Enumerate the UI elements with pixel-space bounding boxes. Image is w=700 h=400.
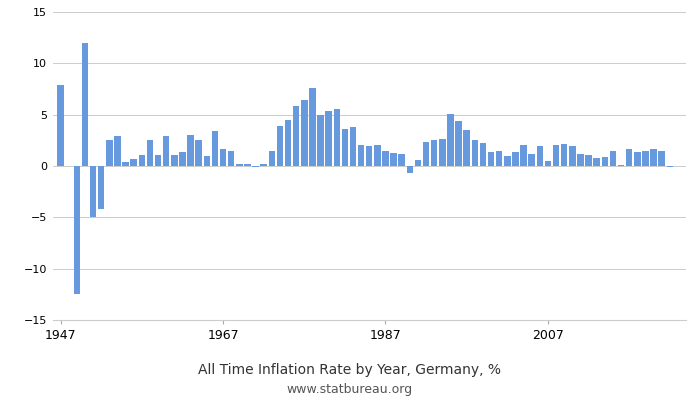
Bar bbox=[618, 165, 624, 166]
Bar bbox=[553, 146, 559, 166]
Bar bbox=[585, 155, 591, 166]
Bar bbox=[659, 150, 665, 166]
Bar bbox=[398, 154, 405, 166]
Bar bbox=[171, 155, 178, 166]
Bar bbox=[520, 146, 527, 166]
Bar bbox=[561, 144, 568, 166]
Bar bbox=[220, 148, 226, 166]
Bar bbox=[228, 150, 235, 166]
Bar bbox=[163, 136, 169, 166]
Bar bbox=[114, 136, 120, 166]
Bar bbox=[74, 166, 80, 294]
Bar bbox=[537, 146, 543, 166]
Bar bbox=[374, 146, 381, 166]
Bar bbox=[57, 85, 64, 166]
Bar bbox=[358, 146, 365, 166]
Bar bbox=[439, 139, 446, 166]
Bar bbox=[626, 148, 632, 166]
Bar bbox=[512, 152, 519, 166]
Bar bbox=[601, 157, 608, 166]
Bar bbox=[666, 166, 673, 167]
Bar bbox=[326, 110, 332, 166]
Bar bbox=[545, 161, 551, 166]
Bar bbox=[260, 164, 267, 166]
Bar bbox=[244, 164, 251, 166]
Bar bbox=[504, 156, 510, 166]
Bar bbox=[423, 142, 429, 166]
Bar bbox=[342, 129, 348, 166]
Bar bbox=[147, 140, 153, 166]
Bar bbox=[414, 160, 421, 166]
Bar bbox=[480, 144, 486, 166]
Bar bbox=[252, 166, 259, 167]
Bar bbox=[455, 121, 462, 166]
Bar bbox=[293, 106, 300, 166]
Bar bbox=[634, 152, 640, 166]
Bar bbox=[122, 162, 129, 166]
Bar bbox=[90, 166, 97, 217]
Bar bbox=[211, 131, 218, 166]
Bar bbox=[309, 88, 316, 166]
Bar bbox=[594, 158, 600, 166]
Bar bbox=[106, 140, 113, 166]
Bar bbox=[463, 130, 470, 166]
Bar bbox=[642, 150, 649, 166]
Bar bbox=[610, 150, 616, 166]
Bar bbox=[195, 140, 202, 166]
Bar bbox=[366, 146, 372, 166]
Bar bbox=[301, 100, 307, 166]
Bar bbox=[407, 166, 413, 173]
Bar bbox=[447, 114, 454, 166]
Bar bbox=[276, 126, 284, 166]
Bar bbox=[188, 135, 194, 166]
Bar bbox=[236, 164, 243, 166]
Bar bbox=[528, 154, 535, 166]
Bar bbox=[431, 140, 438, 166]
Bar bbox=[204, 156, 210, 166]
Bar bbox=[350, 127, 356, 166]
Bar bbox=[382, 150, 389, 166]
Bar bbox=[155, 155, 161, 166]
Bar bbox=[391, 153, 397, 166]
Bar bbox=[98, 166, 104, 209]
Bar bbox=[496, 150, 503, 166]
Bar bbox=[139, 155, 145, 166]
Bar bbox=[179, 152, 186, 166]
Bar bbox=[333, 108, 340, 166]
Bar bbox=[130, 159, 137, 166]
Bar bbox=[578, 154, 584, 166]
Bar bbox=[472, 140, 478, 166]
Text: www.statbureau.org: www.statbureau.org bbox=[287, 384, 413, 396]
Bar bbox=[569, 146, 575, 166]
Text: All Time Inflation Rate by Year, Germany, %: All Time Inflation Rate by Year, Germany… bbox=[199, 363, 501, 377]
Bar bbox=[650, 148, 657, 166]
Bar bbox=[285, 120, 291, 166]
Bar bbox=[488, 152, 494, 166]
Bar bbox=[82, 43, 88, 166]
Bar bbox=[269, 150, 275, 166]
Bar bbox=[317, 115, 324, 166]
